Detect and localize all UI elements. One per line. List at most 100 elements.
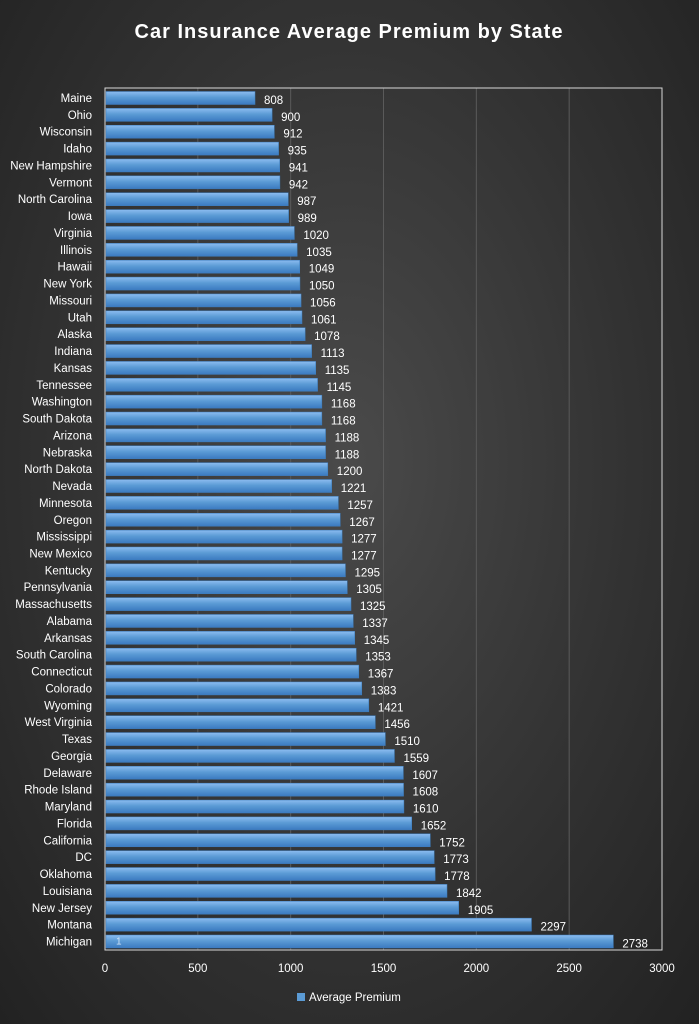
category-label-missouri: Missouri [49, 295, 92, 307]
plot-area-frame [104, 87, 663, 951]
category-label-washington: Washington [32, 397, 92, 409]
category-label-michigan: Michigan [46, 937, 92, 949]
data-label-new-york: 1050 [309, 281, 335, 293]
data-label-arkansas: 1345 [364, 635, 390, 647]
category-label-mississippi: Mississippi [36, 532, 92, 544]
bar-oregon [105, 513, 341, 527]
data-label-dc: 1773 [443, 854, 469, 866]
category-label-kansas: Kansas [54, 363, 93, 375]
category-label-idaho: Idaho [63, 144, 92, 156]
data-label-pennsylvania: 1305 [356, 584, 382, 596]
bar-georgia [105, 749, 395, 763]
category-label-utah: Utah [68, 312, 92, 324]
bar-maine [105, 91, 256, 105]
bar-nevada [105, 479, 332, 493]
bar-idaho [105, 141, 279, 156]
category-label-west-virginia: West Virginia [25, 717, 93, 729]
x-tick-3000: 3000 [649, 963, 675, 975]
data-label-virginia: 1020 [303, 230, 329, 242]
bar-new-york [105, 276, 301, 291]
data-label-maryland: 1610 [413, 804, 439, 816]
data-label-massachusetts: 1325 [360, 601, 386, 613]
category-label-tennessee: Tennessee [36, 380, 92, 392]
data-label-south-carolina: 1353 [365, 652, 391, 664]
category-label-oregon: Oregon [54, 515, 92, 527]
data-label-michigan: 2738 [622, 939, 648, 951]
chart-title: Car Insurance Average Premium by State [135, 21, 564, 43]
bar-hawaii [105, 259, 301, 274]
data-label-florida: 1652 [421, 820, 447, 832]
category-label-wisconsin: Wisconsin [40, 127, 92, 139]
category-label-nevada: Nevada [52, 481, 92, 493]
x-tick-1000: 1000 [278, 963, 304, 975]
bar-dc [105, 850, 435, 864]
data-label-indiana: 1113 [321, 348, 345, 360]
data-label-colorado: 1383 [371, 685, 397, 697]
x-tick-2500: 2500 [556, 963, 582, 975]
data-label-new-mexico: 1277 [351, 550, 377, 562]
category-label-nebraska: Nebraska [43, 447, 93, 459]
bar-florida [105, 816, 412, 831]
bar-alaska [105, 327, 306, 341]
data-label-west-virginia: 1456 [384, 719, 410, 731]
bar-maryland [105, 799, 405, 814]
data-label-rhode-island: 1608 [413, 787, 439, 799]
bar-washington [105, 394, 323, 409]
bar-new-hampshire [105, 158, 280, 173]
category-label-rhode-island: Rhode Island [24, 785, 92, 797]
bar-virginia [105, 226, 295, 240]
data-label-vermont: 942 [289, 179, 308, 191]
x-tick-2000: 2000 [464, 963, 490, 975]
category-labels: Maine Ohio Wisconsin Idaho New Hampshire Verm… [10, 93, 93, 949]
data-label-new-hampshire: 941 [289, 162, 308, 174]
category-label-north-carolina: North Carolina [18, 194, 93, 206]
category-label-wyoming: Wyoming [44, 700, 92, 712]
data-label-hawaii: 1049 [309, 264, 335, 276]
data-label-nevada: 1221 [341, 483, 367, 495]
data-label-wyoming: 1421 [378, 702, 404, 714]
data-label-idaho: 935 [288, 146, 307, 158]
data-label-kansas: 1135 [325, 365, 350, 377]
category-label-florida: Florida [57, 818, 93, 830]
category-label-new-york: New York [43, 279, 92, 291]
bar-massachusetts [105, 597, 352, 611]
data-label-california: 1752 [439, 837, 465, 849]
data-label-wisconsin: 912 [283, 129, 302, 141]
legend-swatch [297, 993, 305, 1001]
bar-north-carolina [105, 192, 289, 206]
bar-oklahoma [105, 867, 436, 881]
data-label-montana: 2297 [540, 922, 566, 934]
data-label-kentucky: 1295 [354, 567, 380, 579]
bar-north-dakota [105, 462, 329, 476]
category-label-hawaii: Hawaii [57, 262, 92, 274]
data-label-louisiana: 1842 [456, 888, 482, 900]
bar-wisconsin [105, 124, 275, 139]
data-label-north-dakota: 1200 [337, 466, 363, 478]
data-label-alaska: 1078 [314, 331, 340, 343]
bar-new-jersey [105, 901, 459, 915]
category-label-delaware: Delaware [43, 768, 92, 780]
bar-inner-annotation: 1 [116, 937, 122, 948]
data-label-connecticut: 1367 [368, 669, 394, 681]
data-labels: 808 900 912 935 941 942 987 989 1020 1035 1049 1050… [264, 95, 648, 951]
bar-mississippi [105, 529, 343, 544]
data-label-nebraska: 1188 [335, 449, 360, 461]
data-label-minnesota: 1257 [347, 500, 373, 512]
x-axis-ticks: 0 500 1000 1500 2000 2500 3000 [102, 963, 675, 975]
data-label-delaware: 1607 [412, 770, 438, 782]
data-label-north-carolina: 987 [297, 196, 316, 208]
bar-west-virginia [105, 715, 376, 729]
bar-utah [105, 310, 303, 325]
category-label-arizona: Arizona [53, 430, 93, 442]
category-label-illinois: Illinois [60, 245, 92, 257]
bar-ohio [105, 108, 273, 122]
category-label-indiana: Indiana [54, 346, 92, 358]
category-label-arkansas: Arkansas [44, 633, 92, 645]
category-label-connecticut: Connecticut [31, 667, 93, 679]
bars: 1 [105, 91, 614, 949]
data-label-iowa: 989 [298, 213, 317, 225]
category-label-montana: Montana [47, 920, 92, 932]
bar-montana [105, 917, 532, 932]
category-label-new-mexico: New Mexico [29, 548, 92, 560]
